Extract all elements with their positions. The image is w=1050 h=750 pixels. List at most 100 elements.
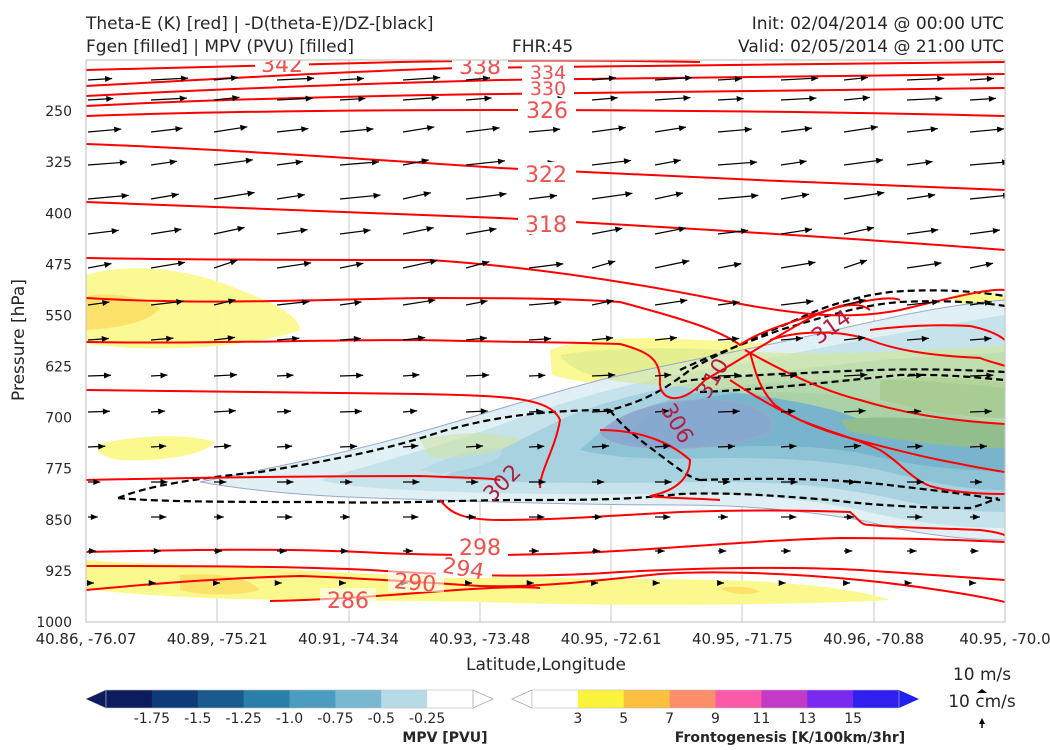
mpv-colorbar-segment: [243, 690, 290, 708]
mpv-colorbar-segment: [427, 690, 474, 708]
mpv-colorbar-tick: -1.25: [226, 711, 262, 727]
wind-vector-head: [860, 75, 868, 82]
wind-vector-head: [555, 261, 564, 268]
wind-vector-head: [971, 548, 979, 554]
y-axis-label: Pressure [hPa]: [9, 279, 29, 401]
wind-vector-head: [247, 190, 255, 197]
wind-vector-head: [432, 74, 441, 81]
wind-vector-head: [904, 580, 912, 586]
wind-vector-head: [925, 159, 933, 166]
wind-vector-head: [788, 408, 796, 415]
wind-vector-head: [409, 408, 418, 415]
wind-vector-head: [979, 443, 987, 450]
wind-vector-head: [591, 580, 599, 586]
wind-vector-head: [371, 159, 379, 166]
wind-vector-head: [229, 259, 238, 266]
wind-vector-head: [608, 372, 616, 379]
wind-vector-head: [160, 479, 168, 485]
wind-vector-head: [229, 372, 238, 379]
wind-vector-head: [790, 479, 798, 485]
theta-e-label-318: 318: [525, 213, 567, 238]
wind-vector-head: [789, 443, 797, 450]
wind-vector-head: [799, 159, 807, 166]
fgen-colorbar: 3 5 7 9 11 13 15 Frontogenesis [K/100km/3hr]: [511, 689, 919, 746]
wind-vector-head: [915, 443, 923, 450]
wind-vector-head: [681, 259, 690, 266]
wind-vector-head: [606, 298, 614, 305]
wind-vector-head: [158, 443, 167, 450]
wind-vector-head: [341, 548, 349, 554]
wind-vector-head: [482, 75, 491, 82]
wind-reference-key: 10 m/s 10 cm/s: [948, 665, 1016, 728]
wind-vector-head: [101, 336, 109, 343]
wind-vector-head: [749, 159, 758, 166]
wind-vector-head: [625, 191, 633, 198]
wind-vector-head: [986, 75, 994, 82]
wind-vector-head: [930, 126, 938, 133]
wind-vector-head: [657, 548, 665, 554]
wind-vector-head: [176, 299, 184, 306]
wind-vector-head: [789, 514, 797, 520]
wind-vector-head: [935, 95, 943, 102]
wind-vector-head: [679, 298, 688, 305]
wind-vector-head: [426, 125, 435, 132]
wind-vector-head: [673, 158, 681, 165]
wind-vector-head: [732, 300, 740, 306]
x-tick-label: 40.96, -70.88: [823, 630, 924, 648]
x-axis-ticks: 40.86, -76.07 40.89, -75.21 40.91, -74.34 4…: [36, 630, 1050, 648]
fgen-colorbar-segment: [807, 690, 854, 708]
wind-vector-head: [992, 227, 1000, 234]
theta-e-label-338: 338: [459, 55, 501, 80]
wind-vector-head: [492, 125, 500, 132]
wind-vector-head: [423, 191, 431, 198]
wind-vector-head: [663, 443, 671, 450]
wind-vector-head: [421, 158, 429, 165]
wind-vector-head: [356, 372, 364, 379]
wind-vector-head: [608, 75, 617, 82]
wind-vector-head: [279, 548, 287, 554]
fgen-colorbar-segment: [577, 690, 625, 708]
wind-vector-head: [984, 299, 992, 306]
y-tick-label: 550: [45, 308, 72, 324]
wind-vector-head: [536, 408, 544, 415]
wind-vector-head: [751, 192, 759, 199]
wind-vector-head: [719, 548, 727, 554]
wind-vector-head: [720, 514, 728, 520]
wind-vector-head: [104, 261, 112, 268]
wind-vector-head: [661, 408, 670, 415]
wind-vector-head: [849, 479, 857, 485]
y-tick-label: 400: [45, 206, 72, 222]
wind-vector-head: [484, 95, 492, 102]
wind-vector-head: [843, 580, 851, 586]
wind-vector-head: [744, 126, 752, 133]
wind-vector-head: [431, 94, 439, 101]
x-tick-label: 40.95, -71.75: [692, 630, 793, 648]
wind-vector-head: [216, 514, 224, 520]
wind-vector-head: [373, 192, 381, 199]
wind-vector-head: [489, 226, 497, 233]
fgen-colorbar-frame: [531, 689, 900, 709]
wind-vector-head: [302, 299, 310, 306]
wind-vector-head: [934, 260, 942, 267]
theta-e-label-290: 290: [393, 569, 437, 598]
wind-vector-head: [858, 298, 866, 305]
wind-vector-head: [986, 372, 994, 379]
wind-vector-head: [685, 75, 693, 82]
mpv-colorbar-tick: -1.0: [276, 711, 303, 727]
wind-vector-head: [114, 126, 122, 133]
x-tick-label: 40.93, -73.48: [429, 630, 530, 648]
wind-vector-head: [153, 548, 161, 554]
wind-vector-head: [1001, 159, 1005, 166]
wind-vector-head: [554, 299, 562, 306]
wind-vector-head: [300, 227, 308, 234]
wind-vector-head: [916, 372, 924, 379]
y-tick-label: 1000: [36, 615, 72, 631]
wind-vector-head: [921, 335, 929, 342]
wind-reference-arrowhead: [979, 718, 985, 724]
wind-vector-head: [475, 443, 484, 450]
wind-vector-head: [862, 95, 870, 102]
wind-vector-head: [358, 95, 366, 102]
wind-vector-head: [232, 95, 240, 102]
wind-vector-head: [286, 372, 294, 379]
wind-vector-head: [159, 514, 167, 520]
